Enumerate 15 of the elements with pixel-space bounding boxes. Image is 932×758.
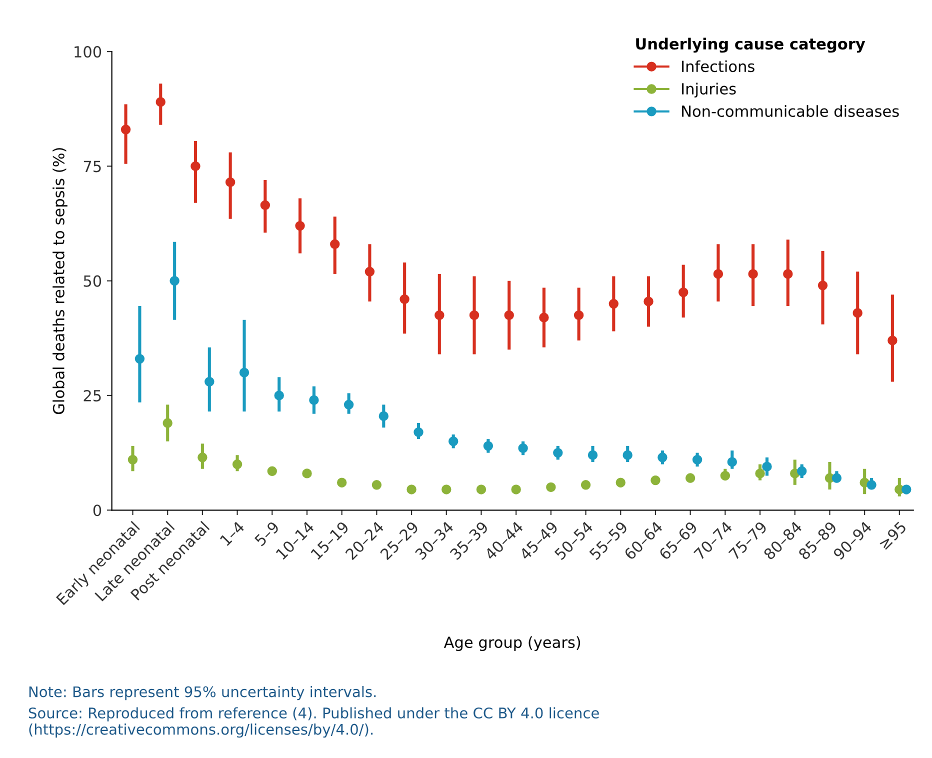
x-tick-label: 5–9: [254, 520, 280, 547]
y-axis-title: Global deaths related to sepsis (%): [52, 148, 68, 414]
y-tick-label: 25: [84, 390, 101, 402]
legend-label: Infections: [682, 60, 754, 72]
y-tick-label: 75: [84, 160, 101, 172]
y-tick-label: 0: [93, 504, 102, 516]
legend-label: Non-communicable diseases: [682, 105, 899, 117]
y-tick-label: 100: [74, 46, 102, 58]
legend-title: Underlying cause category: [636, 38, 866, 53]
text: Note: Bars represent 95% uncertainty intervals.: [29, 686, 376, 700]
source-note: Source: Reproduced from reference (4). Published under the CC BY 4.0 licence (https://creativecommons.org/licenses/by/4.0/).: [28, 707, 599, 738]
legend-label: Injuries: [682, 82, 736, 98]
x-axis-title: Age group (years): [444, 636, 580, 652]
y-tick-label: 50: [84, 275, 102, 287]
x-tick-label: 1–4: [220, 520, 245, 546]
